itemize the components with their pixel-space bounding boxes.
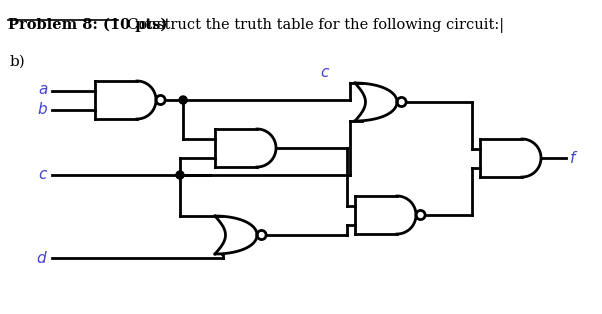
Text: $f$: $f$ [569,150,579,166]
Circle shape [179,96,187,104]
Text: $c$: $c$ [320,66,330,80]
Text: $c$: $c$ [38,168,48,182]
Text: $d$: $d$ [36,250,48,266]
Text: b): b) [10,55,26,69]
Text: Construct the truth table for the following circuit:|: Construct the truth table for the follow… [118,18,504,33]
Text: $b$: $b$ [37,101,48,117]
Text: Problem 8: (10 pts): Problem 8: (10 pts) [8,18,167,32]
Text: $a$: $a$ [38,84,48,98]
Circle shape [176,171,184,179]
